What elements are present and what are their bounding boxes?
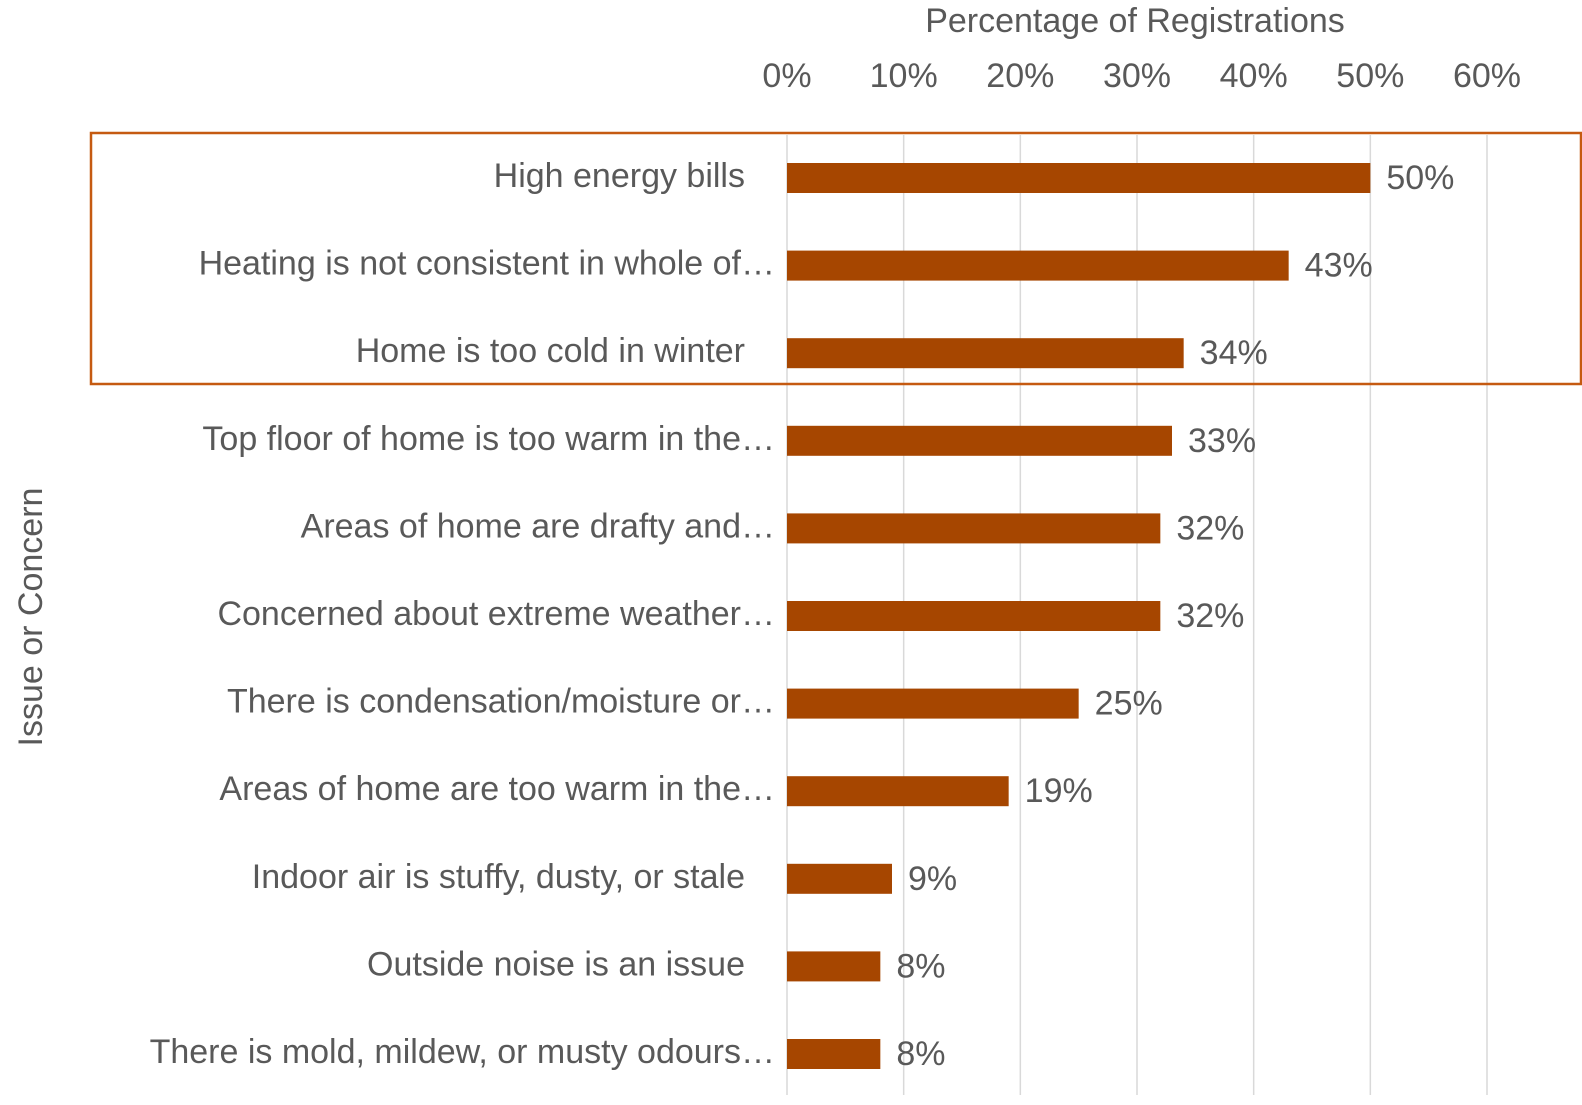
data-label: 43% [1305, 247, 1373, 285]
data-label: 25% [1095, 685, 1163, 723]
x-tick-label: 0% [762, 57, 811, 95]
x-tick-label: 20% [986, 57, 1054, 95]
y-tick-label: Home is too cold in winter [356, 332, 745, 370]
data-label: 9% [908, 860, 957, 898]
data-label: 34% [1200, 334, 1268, 372]
bar [787, 688, 1079, 719]
bar [787, 338, 1184, 369]
x-tick-label: 10% [870, 57, 938, 95]
y-tick-label: Concerned about extreme weather… [217, 595, 775, 633]
bar [787, 163, 1371, 193]
y-tick-label: Indoor air is stuffy, dusty, or stale [252, 858, 745, 896]
x-tick-label: 60% [1453, 57, 1521, 95]
x-tick-label: 50% [1336, 57, 1404, 95]
bar [787, 250, 1289, 281]
x-tick-label: 40% [1220, 57, 1288, 95]
y-tick-label: Heating is not consistent in whole of… [199, 245, 775, 283]
y-tick-label: There is mold, mildew, or musty odours… [150, 1033, 775, 1071]
x-tick-label: 30% [1103, 57, 1171, 95]
data-label: 19% [1025, 772, 1093, 810]
y-tick-label: There is condensation/moisture or… [227, 683, 775, 721]
bar [787, 951, 881, 982]
data-label: 32% [1176, 597, 1244, 635]
bar [787, 601, 1161, 631]
y-tick-label: Outside noise is an issue [367, 945, 745, 983]
y-tick-label: Top floor of home is too warm in the… [202, 420, 775, 458]
bar [787, 1039, 881, 1069]
bar [787, 513, 1161, 544]
highlight-box [89, 131, 1582, 386]
x-axis-title: Percentage of Registrations [925, 2, 1345, 40]
data-label: 32% [1176, 509, 1244, 547]
y-tick-label: Areas of home are drafty and… [301, 507, 775, 545]
bar [787, 425, 1172, 456]
data-label: 33% [1188, 422, 1256, 460]
data-label: 8% [896, 1035, 945, 1073]
y-tick-label: Areas of home are too warm in the… [219, 770, 775, 808]
y-tick-label: High energy bills [494, 157, 745, 195]
y-axis-title: Issue or Concern [12, 488, 50, 747]
bar [787, 776, 1009, 807]
bar [787, 863, 892, 894]
data-label: 50% [1386, 159, 1454, 197]
data-label: 8% [896, 947, 945, 985]
